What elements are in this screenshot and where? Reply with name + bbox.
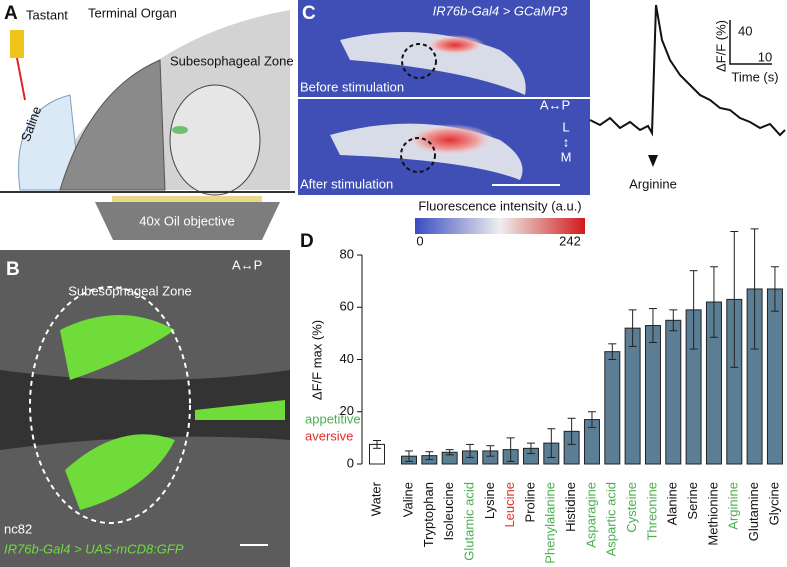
panel-label: B <box>6 259 20 280</box>
x-tick-label: Isoleucine <box>441 482 456 541</box>
x-tick-label: Tryptophan <box>421 482 436 547</box>
label: Tastant <box>26 7 68 22</box>
panel-d: D ΔF/F max (%) 0 20 40 60 80 Water Valine Trypt… <box>300 228 783 564</box>
legend-label: appetitive <box>305 411 361 426</box>
x-tick-label: Lysine <box>482 482 497 519</box>
colorbar-title: Fluorescence intensity (a.u.) <box>418 198 581 213</box>
x-tick-label: Glutamic acid <box>461 482 476 561</box>
panel-label: A <box>4 3 18 24</box>
x-tick-label: Aspartic acid <box>604 482 619 556</box>
label: Time (s) <box>731 69 778 84</box>
colorbar-label: 242 <box>559 233 581 248</box>
x-tick-label: Phenylalanine <box>543 482 558 564</box>
label: Terminal Organ <box>88 5 177 20</box>
x-tick-label: Glutamine <box>746 482 761 541</box>
panel-a: A Tastant Terminal Organ Saline Subesoph… <box>0 3 295 240</box>
y-tick-label: 80 <box>340 246 354 261</box>
y-axis-label: ΔF/F max (%) <box>309 320 324 400</box>
panel-label: C <box>302 3 316 24</box>
panel-b: B A↔P Subesophageal Zone nc82 IR76b-Gal4… <box>0 250 290 567</box>
y-tick-label: 20 <box>340 403 354 418</box>
label: 40 <box>738 23 752 38</box>
label: IR76b-Gal4 > GCaMP3 <box>433 3 569 18</box>
label: Subesophageal Zone <box>170 53 294 68</box>
x-tick-label: Glycine <box>766 482 781 525</box>
x-tick-label: Asparagine <box>583 482 598 548</box>
label: 10 <box>758 49 772 64</box>
panel-c: C IR76b-Gal4 > GCaMP3 Before stimulation… <box>298 0 786 248</box>
label: A↔P <box>540 97 570 112</box>
label: ΔF/F (%) <box>713 20 728 72</box>
label: After stimulation <box>300 176 393 191</box>
y-tick-label: 60 <box>340 299 354 314</box>
bar <box>624 327 641 465</box>
bar <box>665 319 682 465</box>
colorbar <box>415 218 585 234</box>
label: 40x Oil objective <box>139 213 234 228</box>
colorbar-label: 0 <box>416 233 423 248</box>
legend-label: aversive <box>305 428 353 443</box>
x-tick-label: Serine <box>685 482 700 520</box>
label: IR76b-Gal4 > UAS-mCD8:GFP <box>4 541 184 556</box>
x-tick-label: Methionine <box>705 482 720 546</box>
x-tick-label: Proline <box>522 482 537 522</box>
x-tick-label: Cysteine <box>624 482 639 533</box>
x-tick-label: Leucine <box>502 482 517 528</box>
x-tick-label: Histidine <box>563 482 578 532</box>
x-tick-label: Water <box>368 481 383 516</box>
label: ↕ <box>563 134 570 149</box>
label: nc82 <box>4 521 32 536</box>
label: Subesophageal Zone <box>68 283 192 298</box>
label: L <box>562 119 569 134</box>
x-tick-label: Arginine <box>726 482 741 530</box>
x-tick-label: Threonine <box>644 482 659 541</box>
x-tick-label: Alanine <box>665 482 680 525</box>
panel-label: D <box>300 231 314 252</box>
label: Before stimulation <box>300 79 404 94</box>
label: A↔P <box>232 257 262 272</box>
bar <box>644 325 661 465</box>
bar <box>604 351 621 465</box>
bar <box>766 288 783 465</box>
y-tick-label: 0 <box>347 455 354 470</box>
x-tick-label: Valine <box>400 482 415 517</box>
label: M <box>561 149 572 164</box>
y-tick-label: 40 <box>340 351 354 366</box>
label: Arginine <box>629 176 677 191</box>
